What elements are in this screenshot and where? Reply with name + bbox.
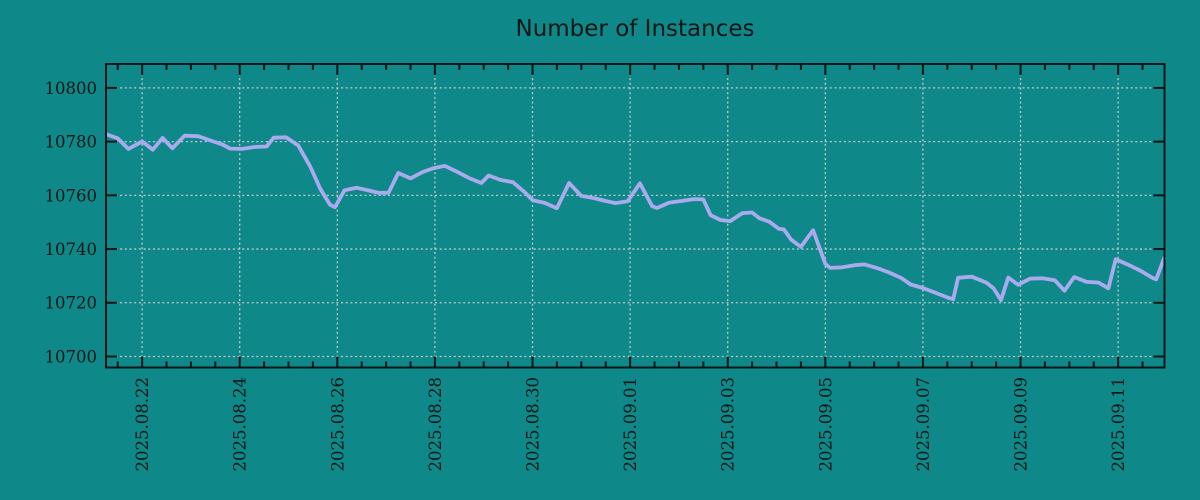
x-tick-label: 2025.09.03 — [719, 377, 738, 471]
y-tick-label: 10780 — [45, 133, 98, 152]
y-tick-label: 10760 — [45, 186, 98, 205]
x-tick-label: 2025.08.30 — [524, 377, 543, 471]
x-tick-label: 2025.09.07 — [914, 377, 933, 471]
x-tick-label: 2025.09.11 — [1109, 377, 1128, 471]
x-tick-label: 2025.08.22 — [133, 377, 152, 471]
plot-border — [105, 63, 1166, 369]
x-tick-label: 2025.08.26 — [328, 377, 347, 471]
x-tick-label: 2025.09.05 — [816, 377, 835, 471]
y-tick-label: 10700 — [45, 347, 98, 366]
y-tick-label: 10800 — [45, 79, 98, 98]
x-tick-label: 2025.08.28 — [426, 377, 445, 471]
x-tick-label: 2025.09.01 — [621, 377, 640, 471]
x-tick-label: 2025.09.09 — [1012, 377, 1031, 471]
y-tick-label: 10720 — [45, 294, 98, 313]
chart-title: Number of Instances — [515, 16, 755, 42]
series-line — [105, 132, 1167, 303]
x-tick-label: 2025.08.24 — [231, 377, 250, 471]
y-tick-label: 10740 — [45, 240, 98, 259]
